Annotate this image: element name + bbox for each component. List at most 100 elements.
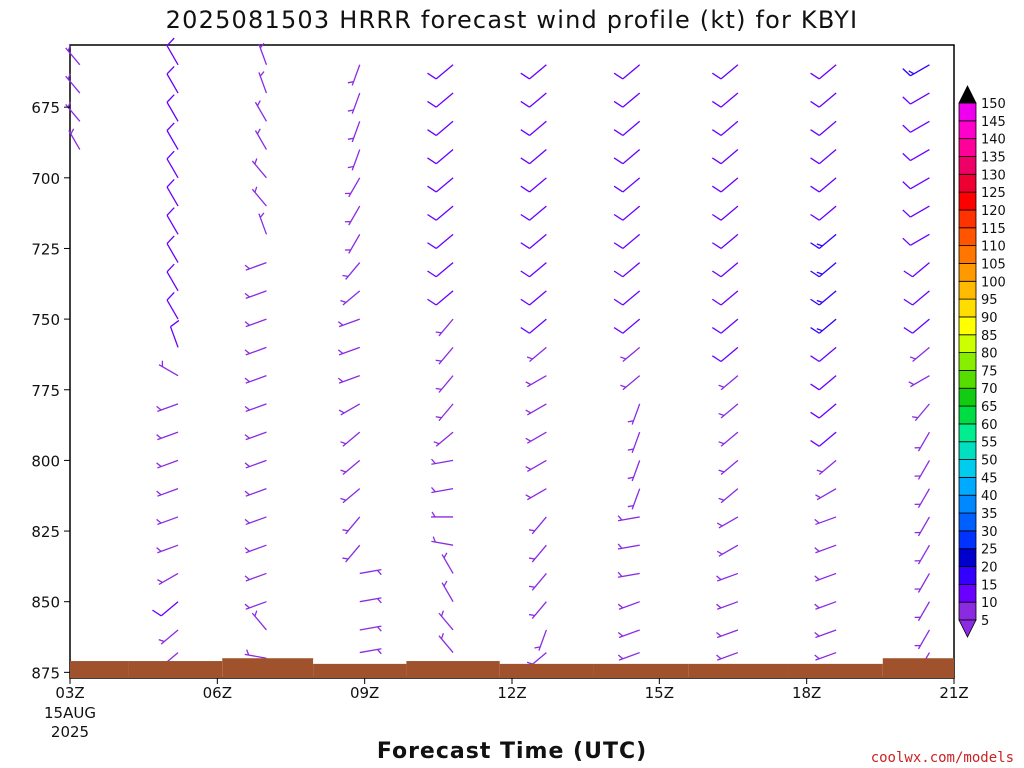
- wind-barb: [810, 64, 837, 80]
- wind-barb: [903, 290, 930, 306]
- wind-barb: [65, 45, 81, 66]
- y-axis: 675 700 725 750 775 800 825 850 875: [31, 99, 70, 682]
- colorbar-swatch: [958, 245, 977, 264]
- y-tick-label: 725: [31, 240, 60, 258]
- wind-barb: [337, 346, 360, 356]
- colorbar-high-arrow: [958, 85, 977, 104]
- wind-barb: [338, 403, 361, 416]
- wind-barb: [613, 290, 641, 306]
- wind-barb: [814, 572, 837, 582]
- wind-barb: [716, 651, 739, 661]
- wind-barb: [166, 207, 179, 235]
- colorbar-label: 105: [981, 257, 1006, 272]
- wind-barb: [520, 233, 547, 250]
- terrain-segment: [882, 658, 954, 678]
- y-tick-label: 800: [31, 452, 60, 470]
- colorbar-label: 70: [981, 382, 998, 397]
- colorbar-swatch: [958, 512, 977, 532]
- wind-barb: [344, 234, 361, 254]
- wind-barb: [244, 544, 267, 554]
- wind-barb: [627, 488, 641, 510]
- wind-barb: [902, 233, 930, 246]
- colorbar-label: 35: [981, 507, 998, 522]
- wind-barb: [435, 403, 454, 422]
- colorbar-swatch: [958, 173, 977, 193]
- wind-barb: [520, 64, 547, 80]
- wind-barb: [711, 205, 739, 221]
- terrain-segment: [593, 663, 689, 678]
- wind-barb: [438, 633, 454, 653]
- wind-barb: [340, 488, 361, 504]
- colorbar-label: 150: [981, 97, 1006, 112]
- wind-barb: [613, 64, 641, 80]
- wind-barb: [810, 346, 837, 363]
- wind-barb: [613, 318, 641, 334]
- wind-barb: [337, 375, 360, 384]
- colorbar-label: 45: [981, 471, 998, 486]
- wind-barb: [244, 516, 267, 526]
- wind-barb: [902, 205, 930, 218]
- wind-barb: [810, 262, 837, 278]
- colorbar-swatch: [958, 263, 977, 282]
- wind-barb: [258, 71, 268, 94]
- wind-barb: [431, 458, 454, 465]
- wind-barb: [914, 460, 931, 480]
- colorbar-swatch: [958, 566, 977, 585]
- wind-barb: [810, 177, 837, 193]
- terrain-segment: [313, 663, 407, 678]
- wind-barb: [244, 261, 267, 271]
- wind-barb: [427, 92, 454, 108]
- wind-barb: [914, 544, 931, 565]
- wind-barb: [716, 572, 739, 582]
- colorbar-label: 130: [981, 168, 1006, 183]
- wind-barb: [359, 625, 382, 632]
- colorbar-swatch: [958, 120, 977, 140]
- wind-barb: [441, 552, 454, 574]
- wind-barb: [441, 580, 454, 603]
- colorbar-label: 30: [981, 525, 998, 540]
- wind-barb: [347, 92, 361, 114]
- colorbar-label: 90: [981, 311, 998, 326]
- colorbar-label: 50: [981, 454, 998, 469]
- wind-barb: [711, 318, 739, 334]
- wind-barb: [340, 459, 361, 476]
- wind-barb: [627, 431, 641, 454]
- wind-barb: [65, 73, 81, 94]
- terrain-segment: [70, 661, 129, 678]
- wind-barb: [166, 122, 179, 150]
- wind-barb: [902, 92, 930, 105]
- wind-barb: [525, 431, 547, 444]
- y-tick-label: 825: [31, 523, 60, 541]
- wind-barb: [902, 120, 930, 133]
- wind-barb: [528, 601, 547, 619]
- colorbar-swatch: [958, 387, 977, 407]
- wind-barb: [244, 488, 267, 497]
- wind-barb: [520, 149, 547, 165]
- wind-barb: [244, 431, 267, 441]
- wind-barb: [711, 290, 739, 306]
- wind-barb: [711, 149, 739, 165]
- x-tick-label: 09Z: [350, 684, 379, 702]
- x-tick-label: 15Z: [645, 684, 674, 702]
- colorbar-label: 125: [981, 186, 1006, 201]
- wind-barb: [810, 403, 837, 419]
- terrain-segment: [499, 663, 594, 678]
- wind-barb: [156, 431, 179, 441]
- wind-barb: [244, 290, 267, 299]
- wind-barb: [166, 150, 179, 179]
- wind-barb: [810, 205, 837, 221]
- wind-barb: [438, 610, 454, 631]
- plot-area: [65, 37, 955, 679]
- wind-barb: [914, 629, 931, 650]
- colorbar-label: 5: [981, 614, 989, 629]
- terrain-segment: [128, 661, 223, 678]
- wind-barb: [814, 651, 837, 661]
- wind-barb: [810, 120, 837, 136]
- wind-barb: [816, 459, 837, 476]
- terrain-segment: [787, 663, 883, 678]
- wind-barb: [156, 516, 179, 526]
- terrain-segment: [222, 658, 314, 678]
- wind-barb: [617, 601, 640, 610]
- colorbar-swatch: [958, 583, 977, 603]
